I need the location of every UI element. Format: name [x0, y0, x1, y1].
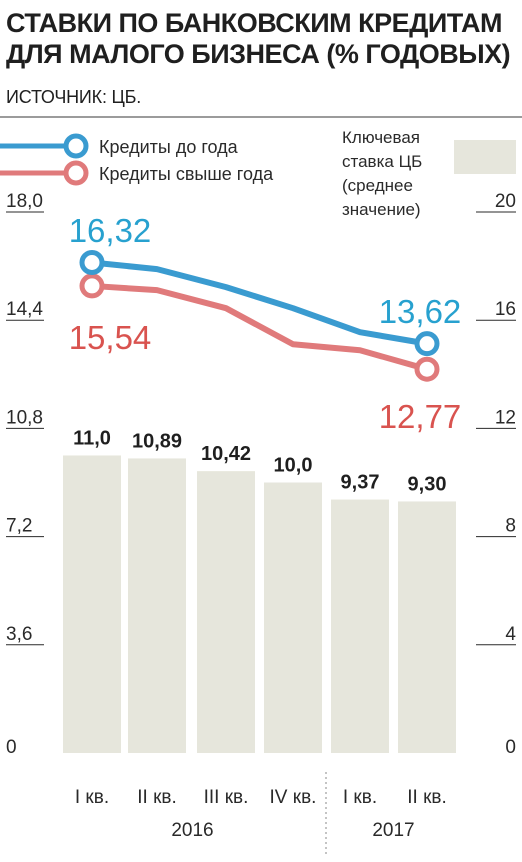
x-tick-label: II кв. [137, 787, 177, 808]
right-tick-label: 4 [505, 624, 516, 645]
right-tick-label: 20 [495, 191, 516, 212]
x-tick-label: II кв. [407, 787, 447, 808]
legend-marker-short [63, 133, 89, 159]
series-label-long-first: 15,54 [69, 319, 152, 356]
series-label-short-last: 13,62 [379, 293, 462, 330]
series-point-long [414, 356, 440, 382]
legend-label-key-rate-4: значение) [342, 200, 421, 219]
left-tick-label: 7,2 [6, 516, 32, 537]
bar-value-label: 10,42 [201, 443, 251, 465]
bar-key-rate [331, 499, 389, 753]
x-tick-label: III кв. [204, 787, 249, 808]
right-tick-label: 0 [505, 737, 516, 758]
left-tick-label: 18,0 [6, 191, 43, 212]
right-tick-label: 12 [495, 407, 516, 428]
left-tick-label: 10,8 [6, 407, 43, 428]
left-tick-label: 0 [6, 737, 17, 758]
bar-value-label: 10,89 [132, 430, 182, 452]
bar-key-rate [128, 458, 186, 753]
bar-key-rate [264, 482, 322, 753]
legend-swatch-key-rate [454, 140, 516, 174]
chart-title: СТАВКИ ПО БАНКОВСКИМ КРЕДИТАМ ДЛЯ МАЛОГО… [6, 8, 511, 69]
legend-label-key-rate-2: ставка ЦБ [342, 152, 422, 171]
bar-value-label: 9,30 [408, 473, 447, 495]
bar-value-label: 11,0 [73, 427, 111, 449]
year-label: 2017 [372, 820, 414, 841]
source-note: ИСТОЧНИК: ЦБ. [6, 87, 142, 107]
legend-marker-long [63, 160, 89, 186]
series-point-long [79, 273, 105, 299]
series-point-short [79, 249, 105, 275]
series-line-long [89, 282, 430, 373]
series-point-short [414, 331, 440, 357]
legend-label-short: Кредиты до года [99, 137, 239, 157]
series-line-short [89, 259, 430, 347]
right-tick-label: 8 [505, 516, 516, 537]
year-label: 2016 [171, 820, 213, 841]
series-label-long-last: 12,77 [379, 398, 462, 435]
bar-key-rate [398, 501, 456, 753]
bar-value-label: 10,0 [274, 455, 313, 477]
bar-key-rate [63, 455, 121, 753]
bar-value-label: 9,37 [341, 472, 380, 494]
left-tick-label: 14,4 [6, 299, 43, 320]
x-tick-label: I кв. [343, 787, 377, 808]
series-label-short-first: 16,32 [69, 212, 152, 249]
right-tick-label: 16 [495, 299, 516, 320]
legend-label-long: Кредиты свыше года [99, 164, 274, 184]
legend-label-key-rate-3: (среднее [342, 176, 413, 195]
left-tick-label: 3,6 [6, 624, 32, 645]
x-tick-label: I кв. [75, 787, 109, 808]
x-tick-label: IV кв. [270, 787, 317, 808]
title-divider [0, 116, 522, 118]
legend-label-key-rate-1: Ключевая [342, 128, 420, 147]
bar-key-rate [197, 471, 255, 753]
